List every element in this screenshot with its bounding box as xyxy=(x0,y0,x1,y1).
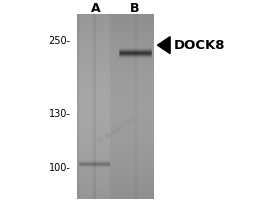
Text: 250-: 250- xyxy=(48,36,70,46)
Text: 100-: 100- xyxy=(49,163,70,173)
Polygon shape xyxy=(157,37,170,54)
Text: B: B xyxy=(130,2,139,15)
Text: A: A xyxy=(91,2,101,15)
Text: © ProSci Inc.: © ProSci Inc. xyxy=(97,115,138,145)
Text: 130-: 130- xyxy=(49,109,70,119)
Text: DOCK8: DOCK8 xyxy=(174,39,225,52)
